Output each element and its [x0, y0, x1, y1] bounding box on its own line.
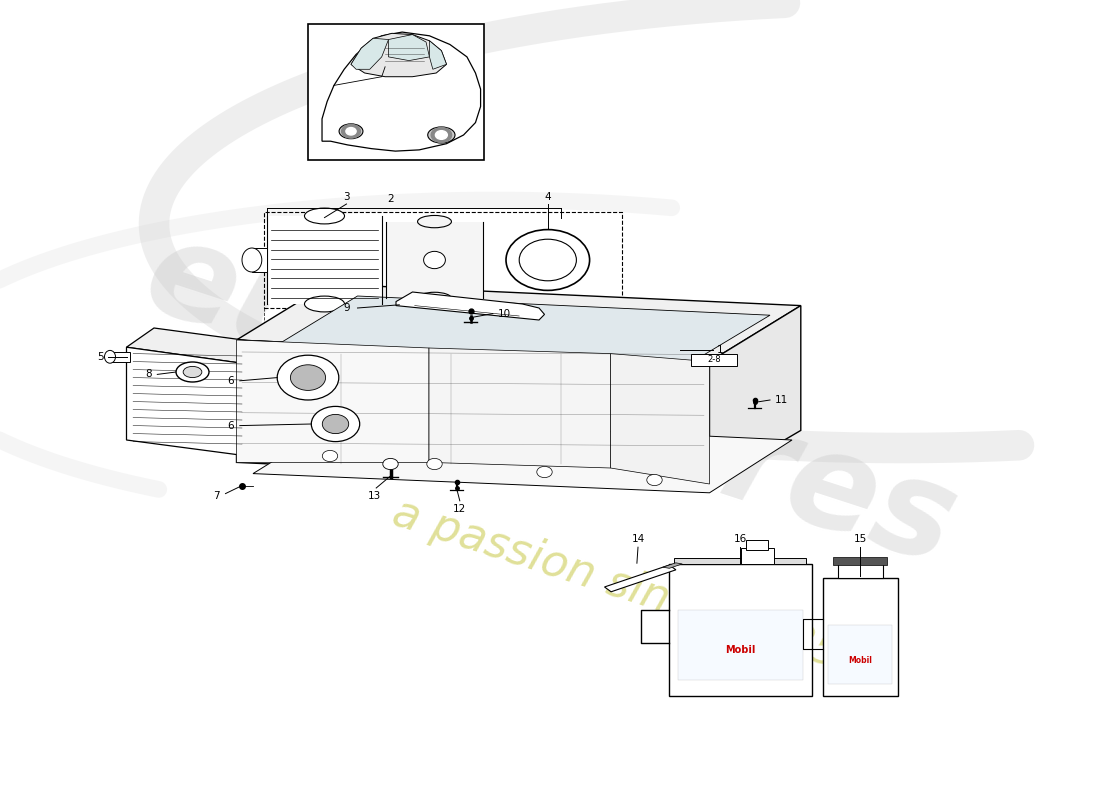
Polygon shape: [605, 565, 675, 592]
Text: 10: 10: [498, 309, 512, 318]
Text: 11: 11: [774, 395, 788, 405]
Polygon shape: [388, 34, 429, 61]
Polygon shape: [747, 540, 769, 550]
Text: Mobil: Mobil: [725, 645, 756, 654]
Polygon shape: [396, 292, 544, 320]
Circle shape: [436, 130, 448, 139]
Text: 14: 14: [631, 534, 645, 544]
Polygon shape: [741, 548, 774, 564]
Circle shape: [431, 127, 452, 142]
Text: 9: 9: [343, 303, 350, 313]
Polygon shape: [236, 284, 801, 362]
Circle shape: [311, 406, 360, 442]
Text: 2: 2: [387, 194, 394, 204]
Text: 12: 12: [453, 504, 466, 514]
Text: 4: 4: [544, 192, 551, 202]
Text: Mobil: Mobil: [848, 656, 872, 665]
Circle shape: [322, 414, 349, 434]
Circle shape: [383, 458, 398, 470]
Circle shape: [342, 125, 361, 138]
Text: 1: 1: [717, 345, 724, 354]
Ellipse shape: [305, 296, 344, 312]
Circle shape: [345, 127, 356, 135]
Circle shape: [277, 355, 339, 400]
Text: 7: 7: [213, 491, 220, 501]
Polygon shape: [834, 557, 887, 565]
Ellipse shape: [183, 366, 202, 378]
Ellipse shape: [176, 362, 209, 382]
Polygon shape: [270, 296, 770, 368]
Polygon shape: [110, 352, 130, 362]
Bar: [252, 248, 267, 272]
Text: 16: 16: [734, 534, 747, 544]
Text: a passion since 1985: a passion since 1985: [386, 491, 846, 677]
Polygon shape: [710, 306, 801, 484]
Bar: [264, 212, 622, 308]
Ellipse shape: [428, 127, 455, 143]
Circle shape: [290, 365, 326, 390]
Ellipse shape: [418, 292, 451, 305]
Ellipse shape: [104, 350, 116, 363]
Polygon shape: [429, 41, 447, 70]
Polygon shape: [126, 328, 273, 364]
Polygon shape: [429, 348, 610, 468]
Polygon shape: [828, 625, 892, 684]
Ellipse shape: [305, 208, 344, 224]
Polygon shape: [236, 340, 429, 462]
Circle shape: [537, 466, 552, 478]
Text: 6: 6: [228, 376, 234, 386]
Circle shape: [647, 474, 662, 486]
Text: 2-8: 2-8: [707, 355, 721, 365]
Bar: [691, 354, 737, 366]
Ellipse shape: [424, 251, 446, 269]
Ellipse shape: [339, 124, 363, 138]
Polygon shape: [663, 563, 682, 568]
Text: 8: 8: [145, 370, 152, 379]
Bar: [386, 222, 483, 298]
Text: 15: 15: [854, 534, 867, 544]
Polygon shape: [823, 578, 898, 696]
Polygon shape: [838, 563, 882, 578]
Polygon shape: [236, 340, 710, 484]
Polygon shape: [322, 32, 481, 151]
Bar: [267, 216, 382, 304]
Text: 5: 5: [97, 352, 103, 362]
Polygon shape: [610, 354, 710, 484]
Circle shape: [427, 458, 442, 470]
Ellipse shape: [242, 248, 262, 272]
Ellipse shape: [506, 230, 590, 290]
Text: 13: 13: [367, 491, 381, 501]
Polygon shape: [669, 564, 812, 696]
Text: 3: 3: [343, 192, 350, 202]
Ellipse shape: [418, 215, 451, 228]
Polygon shape: [351, 34, 447, 77]
Text: 6: 6: [228, 421, 234, 430]
Polygon shape: [678, 610, 803, 680]
Bar: [308, 24, 484, 160]
Polygon shape: [253, 419, 792, 493]
Polygon shape: [674, 558, 806, 564]
Circle shape: [322, 450, 338, 462]
Polygon shape: [351, 38, 388, 70]
Text: eurospares: eurospares: [129, 208, 971, 592]
Ellipse shape: [519, 239, 576, 281]
Polygon shape: [126, 347, 248, 456]
Polygon shape: [248, 344, 273, 456]
